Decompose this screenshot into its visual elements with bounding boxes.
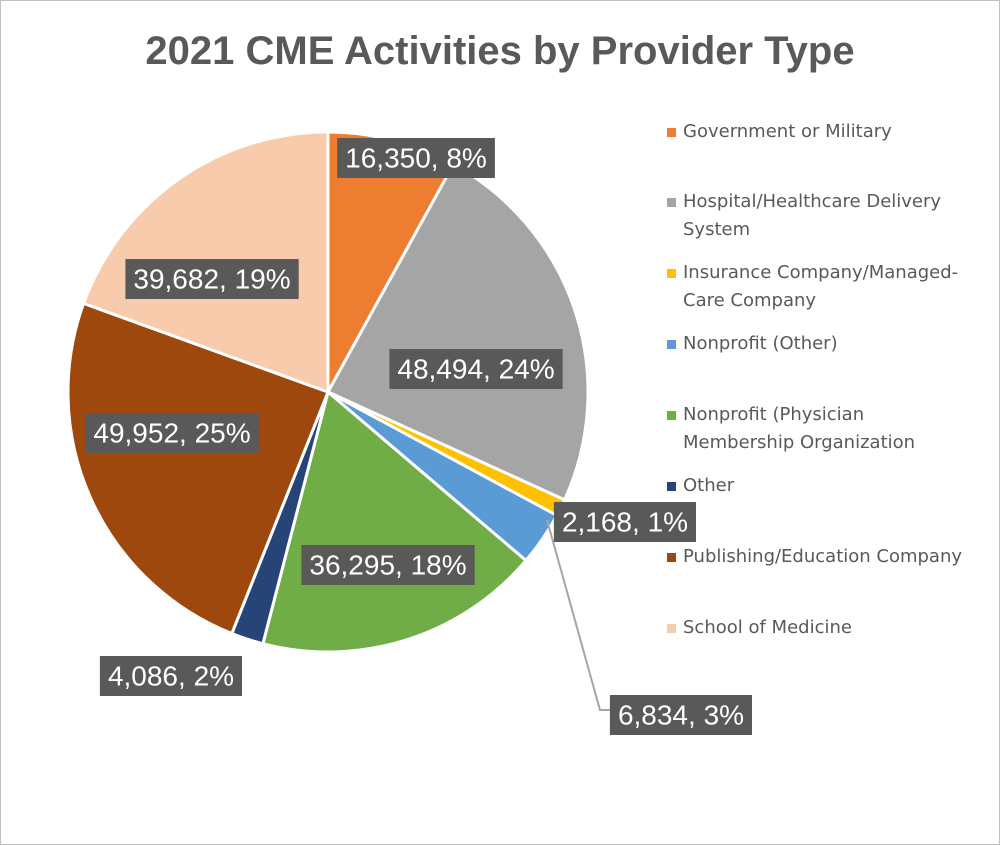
data-label-box (609, 695, 752, 735)
legend-label-line: Publishing/Education Company (683, 546, 963, 567)
legend-label: Nonprofit (Other) (683, 330, 995, 358)
data-label-box (389, 349, 563, 389)
data-label-text: 6,834, 3% (618, 700, 744, 731)
data-label-box (99, 656, 243, 696)
legend-label: Nonprofit (Physician Membership Organizat… (683, 401, 995, 457)
legend-label-line: Insurance Company/Managed- (683, 262, 959, 283)
data-label-text: 36,295, 18% (309, 550, 466, 581)
legend-swatch (667, 553, 676, 562)
legend-label: Other (683, 472, 995, 500)
data-label-text: 4,086, 2% (108, 661, 234, 692)
legend-label-line: Government or Military (683, 121, 892, 142)
legend-label: School of Medicine (683, 614, 995, 642)
pie-slice-hospital-healthcare-delivery-system (326, 162, 590, 502)
data-label-box (553, 502, 696, 542)
data-label-text: 48,494, 24% (397, 354, 554, 385)
legend-swatch (667, 269, 676, 278)
legend-label-line: Hospital/Healthcare Delivery (683, 191, 942, 212)
legend-label-line: Nonprofit (Physician (683, 404, 865, 425)
leader-line-nonprofit-other (546, 519, 610, 711)
data-label-box (337, 138, 495, 178)
legend-label-line: System (683, 219, 751, 240)
data-label-text: 2,168, 1% (562, 507, 688, 538)
data-label-hospital-healthcare-delivery-system: 48,494, 24% (389, 349, 563, 389)
data-label-government-or-military: 16,350, 8% (337, 138, 495, 178)
legend-swatch (667, 198, 676, 207)
legend-swatch (667, 411, 676, 420)
data-label-box (301, 545, 475, 585)
legend-label-line: Membership Organization (683, 432, 916, 453)
chart-title: 2021 CME Activities by Provider Type (145, 29, 854, 73)
legend-swatch (667, 482, 676, 491)
legend-label: Insurance Company/Managed- Care Company (683, 259, 995, 315)
data-label-nonprofit-physician-membership-organization: 36,295, 18% (301, 545, 475, 585)
data-labels: 16,350, 8% 48,494, 24% 2,168, 1% 6,834, 3% 3… (85, 138, 752, 735)
data-label-insurance-company-managed-care-company: 2,168, 1% (553, 502, 696, 542)
data-label-box (85, 413, 259, 453)
data-label-box (125, 259, 299, 299)
data-label-school-of-medicine: 39,682, 19% (125, 259, 299, 299)
legend-label: Hospital/Healthcare Delivery System (683, 188, 995, 244)
legend-label: Government or Military (683, 118, 995, 146)
legend-swatch (667, 340, 676, 349)
data-label-nonprofit-other: 6,834, 3% (609, 695, 752, 735)
legend-label-line: School of Medicine (683, 617, 852, 638)
pie-slice-publishing-education-company (66, 301, 330, 636)
leader-lines (546, 519, 610, 711)
data-label-publishing-education-company: 49,952, 25% (85, 413, 259, 453)
data-label-other: 4,086, 2% (99, 656, 243, 696)
legend-label-line: Care Company (683, 290, 817, 311)
data-label-text: 16,350, 8% (345, 143, 487, 174)
legend-swatch (667, 624, 676, 633)
data-label-text: 49,952, 25% (93, 418, 250, 449)
legend-swatch (667, 128, 676, 137)
legend-label: Publishing/Education Company (683, 543, 995, 571)
legend-label-line: Other (683, 475, 735, 496)
legend-label-line: Nonprofit (Other) (683, 333, 838, 354)
data-label-text: 39,682, 19% (133, 264, 290, 295)
pie-slice-nonprofit-physician-membership-organization (261, 390, 528, 654)
